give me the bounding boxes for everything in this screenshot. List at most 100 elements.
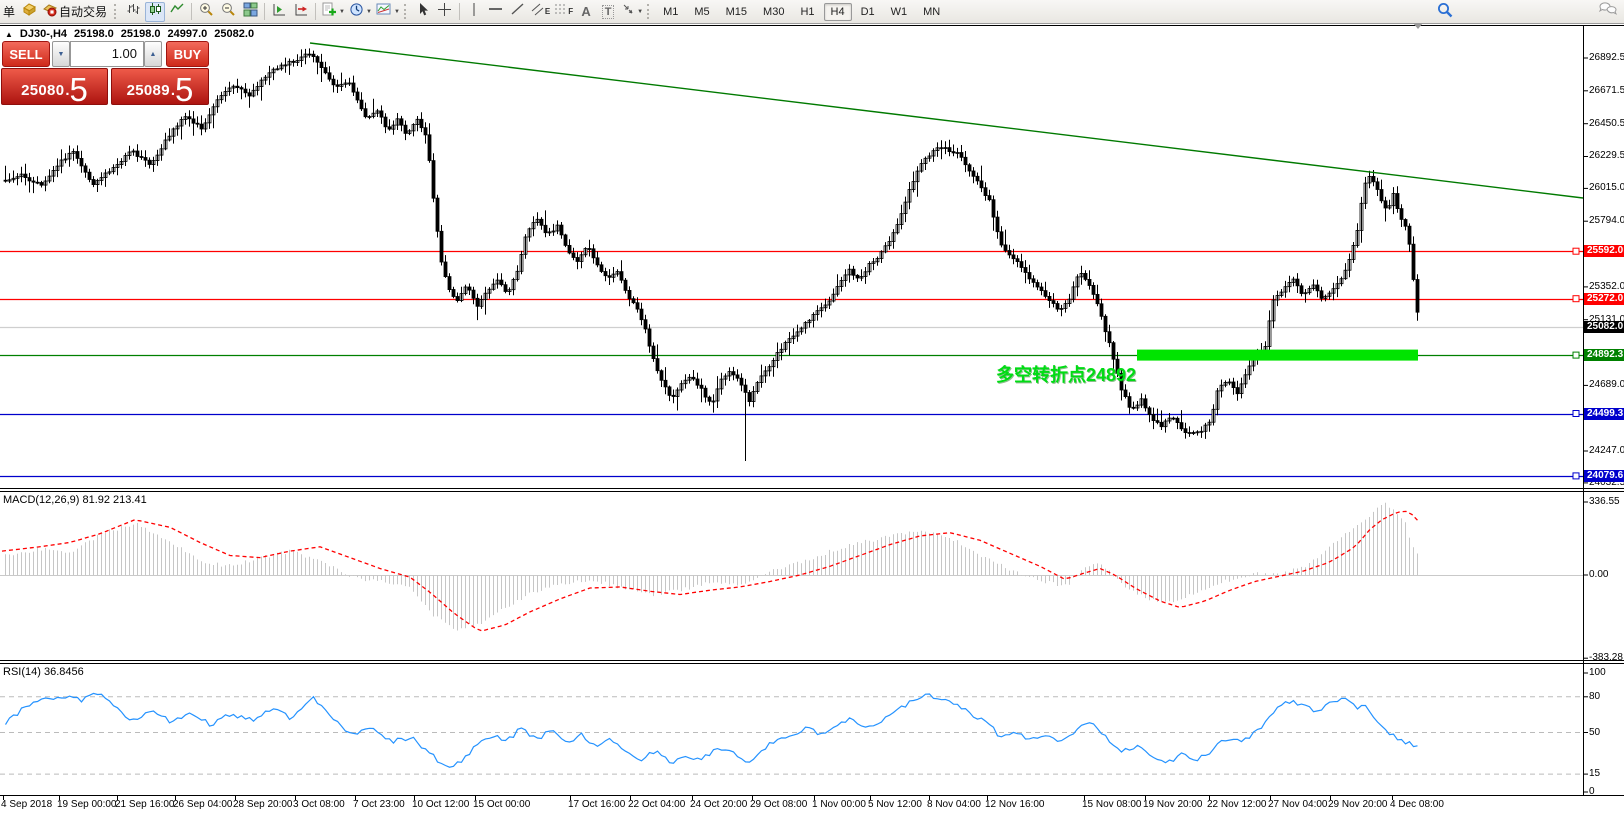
text-label-button[interactable]: T xyxy=(598,2,618,22)
macd-axis-label: 0.00 xyxy=(1589,569,1609,580)
macd-axis-label: 336.55 xyxy=(1589,496,1620,507)
toolbar-separator xyxy=(191,3,193,20)
toolbar-grip xyxy=(114,4,118,19)
zoom-in-icon xyxy=(199,2,214,22)
symbol-collapse-icon[interactable]: ▲ xyxy=(5,29,13,39)
volume-decrease-button[interactable]: ▼ xyxy=(52,41,70,67)
price-axis-label: 26671.5 xyxy=(1589,85,1624,96)
price-axis-label: 24032.5 xyxy=(1589,477,1624,488)
bar-chart-button[interactable] xyxy=(123,2,143,22)
date-axis-label: 27 Nov 04:00 xyxy=(1268,799,1328,810)
zoom-out-button[interactable] xyxy=(218,2,238,22)
equidistant-channel-button[interactable]: E xyxy=(530,2,551,22)
sell-price-sep: . xyxy=(65,82,70,99)
date-axis-label: 5 Nov 12:00 xyxy=(868,799,922,810)
horizontal-line-button[interactable] xyxy=(486,2,506,22)
timeframe-d1[interactable]: D1 xyxy=(860,5,875,18)
buy-button[interactable]: BUY xyxy=(166,41,209,67)
timeframe-m5[interactable]: M5 xyxy=(694,5,710,18)
buy-price-display[interactable]: 25089. 5 xyxy=(111,68,209,108)
volume-input[interactable]: 1.00 xyxy=(70,41,144,67)
auto-scroll-button[interactable] xyxy=(269,2,289,22)
chat-button[interactable] xyxy=(1597,2,1619,22)
buy-price-sep: . xyxy=(170,82,176,99)
macd-label: MACD(12,26,9) 81.92 213.41 xyxy=(3,494,147,506)
timeframe-h1[interactable]: H1 xyxy=(800,5,815,18)
dropdown-arrow-icon[interactable]: ▼ xyxy=(637,8,644,15)
vertical-line-button[interactable] xyxy=(464,2,484,22)
macd-axis-label: -383.28 xyxy=(1589,652,1623,663)
toolbar: 单 自动交易 xyxy=(0,0,1624,24)
trendline-button[interactable] xyxy=(508,2,528,22)
new-order-icon xyxy=(22,2,37,22)
search-button[interactable] xyxy=(1435,2,1455,22)
date-axis-label: 29 Oct 08:00 xyxy=(750,799,808,810)
rsi-axis-label: 80 xyxy=(1589,691,1601,702)
arrows-icon xyxy=(621,2,635,21)
date-axis-label: 4 Sep 2018 xyxy=(1,799,53,810)
autotrading-button[interactable]: 自动交易 xyxy=(41,2,111,22)
templates-icon xyxy=(376,2,392,22)
zoom-in-button[interactable] xyxy=(196,2,216,22)
timeframe-m15[interactable]: M15 xyxy=(725,5,748,18)
timeframe-m1[interactable]: M1 xyxy=(663,5,679,18)
price-axis-label: 26015.0 xyxy=(1589,182,1624,193)
sell-price-display[interactable]: 25080. 5 xyxy=(1,68,108,106)
candlestick-chart-button[interactable] xyxy=(145,1,166,22)
ohlc-close: 25082.0 xyxy=(214,28,255,40)
timeframe-mn[interactable]: MN xyxy=(923,5,941,18)
buy-price-main: 25089 xyxy=(126,82,170,99)
dropdown-arrow-icon[interactable]: ▼ xyxy=(393,8,400,15)
buy-price-frac: 5 xyxy=(175,71,194,108)
new-order-partial-label[interactable]: 单 xyxy=(3,5,16,19)
chart-annotation-text: 多空转折点24892 xyxy=(996,365,1137,385)
templates-button[interactable]: ▼ xyxy=(375,2,401,22)
price-tag: 25082.0 xyxy=(1584,321,1624,333)
price-tag: 24892.3 xyxy=(1584,349,1624,361)
autotrading-label: 自动交易 xyxy=(59,5,108,19)
date-axis-label: 26 Sep 04:00 xyxy=(173,799,233,810)
date-axis-label: 19 Sep 00:00 xyxy=(57,799,117,810)
line-chart-icon xyxy=(170,2,184,21)
date-axis-label: 8 Nov 04:00 xyxy=(927,799,981,810)
chart-shift-button[interactable] xyxy=(291,2,311,22)
fibo-glyph: F xyxy=(568,7,574,16)
arrows-button[interactable]: ▼ xyxy=(620,2,644,22)
text-button[interactable]: A xyxy=(576,2,596,22)
rsi-axis-label: 100 xyxy=(1589,667,1606,678)
price-tag: 24499.3 xyxy=(1584,408,1624,420)
timeframe-m30[interactable]: M30 xyxy=(763,5,785,18)
date-axis-label: 15 Oct 00:00 xyxy=(473,799,531,810)
crosshair-button[interactable] xyxy=(435,2,455,22)
price-tag: 24079.6 xyxy=(1584,470,1624,482)
panel-collapse-arrow[interactable] xyxy=(1413,23,1423,29)
vertical-line-icon xyxy=(468,2,480,22)
date-axis-label: 7 Oct 23:00 xyxy=(353,799,405,810)
price-axis-label: 25352.0 xyxy=(1589,281,1624,292)
date-axis-label: 12 Nov 16:00 xyxy=(985,799,1045,810)
tile-windows-button[interactable] xyxy=(240,2,260,22)
timeframe-h4[interactable]: H4 xyxy=(823,2,852,21)
new-order-button[interactable] xyxy=(19,2,39,22)
sell-button[interactable]: SELL xyxy=(2,41,50,67)
price-tag: 25272.0 xyxy=(1584,293,1624,305)
periods-button[interactable]: ▼ xyxy=(348,2,373,22)
cursor-button[interactable] xyxy=(413,2,433,22)
dropdown-arrow-icon[interactable]: ▼ xyxy=(365,8,372,15)
chart-shift-icon xyxy=(294,2,309,22)
dropdown-arrow-icon[interactable]: ▼ xyxy=(339,8,345,15)
rsi-axis-label: 15 xyxy=(1589,768,1601,779)
volume-increase-button[interactable]: ▲ xyxy=(144,41,162,67)
price-axis-label: 26450.5 xyxy=(1589,118,1624,129)
indicators-button[interactable]: ▼ xyxy=(320,2,346,22)
line-chart-button[interactable] xyxy=(167,2,187,22)
channel-glyph: E xyxy=(544,7,551,16)
price-axis-label: 25131.0 xyxy=(1589,314,1624,325)
text-icon: A xyxy=(581,4,591,19)
one-click-trading-panel: SELL ▼ 1.00 ▲ BUY 25080. 5 25089. 5 xyxy=(0,39,212,107)
fibonacci-button[interactable]: F xyxy=(553,2,574,22)
timeframe-w1[interactable]: W1 xyxy=(890,5,908,18)
clock-icon xyxy=(349,2,364,22)
symbol-header: ▲ DJ30-,H4 25198.0 25198.0 24997.0 25082… xyxy=(5,28,254,40)
